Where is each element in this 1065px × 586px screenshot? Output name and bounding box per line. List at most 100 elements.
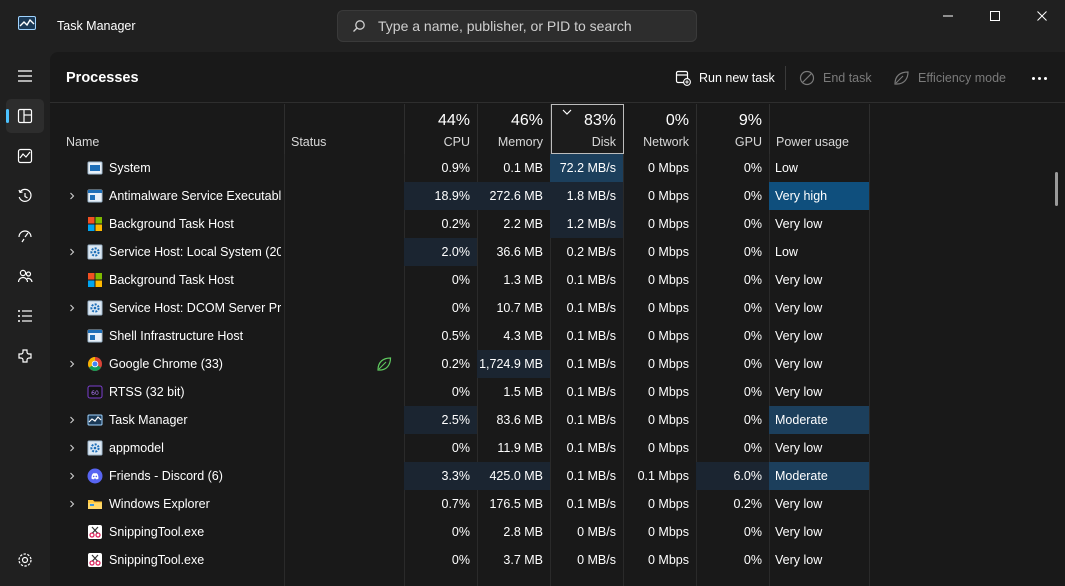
minimize-button[interactable] [925, 0, 971, 32]
expand-chevron-icon[interactable] [68, 500, 76, 508]
process-power-usage: Moderate [769, 406, 869, 434]
process-power-usage: Very low [775, 357, 823, 371]
process-disk: 0.1 MB/s [566, 357, 616, 371]
expand-chevron-icon[interactable] [68, 248, 76, 256]
close-button[interactable] [1019, 0, 1065, 32]
process-status-cell [284, 406, 404, 434]
process-row[interactable]: Windows Explorer 0.7% 176.5 MB 0.1 MB/s 0 Mb… [50, 490, 1065, 518]
process-power-usage: Very low [775, 497, 823, 511]
process-network: 0 Mbps [648, 553, 689, 567]
process-memory: 176.5 MB [489, 497, 543, 511]
process-power-usage: Very low [775, 385, 823, 399]
process-status-cell [284, 210, 404, 238]
run-new-task-label: Run new task [699, 71, 775, 85]
nav-app-history[interactable] [6, 179, 44, 213]
process-row[interactable]: Background Task Host 0% 1.3 MB 0.1 MB/s 0 Mb… [50, 266, 1065, 294]
process-cpu: 18.9% [404, 182, 477, 210]
header-divider [50, 102, 1065, 103]
end-task-button[interactable]: End task [799, 66, 872, 90]
process-name: Service Host: Local System (20) [109, 245, 281, 259]
process-name: System [109, 161, 151, 175]
process-gpu: 0% [743, 329, 762, 343]
column-header-network[interactable]: 0% Network [624, 104, 697, 154]
nav-details[interactable] [6, 299, 44, 333]
cpu-total-percent: 44% [437, 112, 470, 129]
column-cpu-label: CPU [443, 135, 470, 149]
process-row[interactable]: Shell Infrastructure Host 0.5% 4.3 MB 0.1 M… [50, 322, 1065, 350]
scrollbar-thumb[interactable] [1055, 172, 1058, 206]
process-cpu: 0% [451, 273, 470, 287]
process-status-cell [284, 546, 404, 574]
process-power-usage: Very low [775, 301, 823, 315]
process-network: 0.1 Mbps [637, 469, 689, 483]
process-gpu: 0% [743, 525, 762, 539]
process-row[interactable]: Background Task Host 0.2% 2.2 MB 1.2 MB/s 0 … [50, 210, 1065, 238]
column-header-status[interactable]: Status [285, 104, 405, 154]
process-row[interactable]: Task Manager 2.5% 83.6 MB 0.1 MB/s 0 Mbps 0% M… [50, 406, 1065, 434]
process-row[interactable]: SnippingTool.exe 0% 3.7 MB 0 MB/s 0 Mbps 0% Ve… [50, 546, 1065, 574]
column-header-disk[interactable]: 83% Disk [551, 104, 624, 154]
column-divider [769, 154, 770, 586]
efficiency-mode-button[interactable]: Efficiency mode [893, 66, 1006, 90]
efficiency-mode-label: Efficiency mode [918, 71, 1007, 85]
column-header-gpu[interactable]: 9% GPU [697, 104, 770, 154]
process-name-cell: Antimalware Service Executable [50, 182, 284, 210]
process-disk: 0.1 MB/s [566, 329, 616, 343]
process-row[interactable]: Service Host: Local System (20) 2.0% 36.6 … [50, 238, 1065, 266]
process-row[interactable]: Google Chrome (33) 0.2% 1,724.9 MB 0.1 MB/s… [50, 350, 1065, 378]
windows-logo-icon [88, 217, 102, 231]
processes-icon [17, 108, 33, 124]
run-task-icon [675, 70, 691, 86]
expand-chevron-icon[interactable] [68, 360, 76, 368]
process-name: Task Manager [109, 413, 188, 427]
nav-services[interactable] [6, 339, 44, 373]
column-header-cpu[interactable]: 44% CPU [405, 104, 478, 154]
column-header-name[interactable]: Name [50, 104, 285, 154]
process-power-usage: Very low [775, 217, 823, 231]
process-cpu: 0% [451, 525, 470, 539]
process-row[interactable]: Service Host: DCOM Server Pr... 0% 10.7 MB… [50, 294, 1065, 322]
process-row[interactable]: Friends - Discord (6) 3.3% 425.0 MB 0.1 MB/… [50, 462, 1065, 490]
more-dot [1043, 76, 1047, 80]
process-memory: 4.3 MB [503, 329, 543, 343]
column-header-power[interactable]: Power usage [770, 104, 870, 154]
maximize-button[interactable] [972, 0, 1018, 32]
nav-processes[interactable] [6, 99, 44, 133]
process-memory: 1.5 MB [503, 385, 543, 399]
processes-page: Processes Run new task End task Efficien… [50, 52, 1065, 586]
process-name: Friends - Discord (6) [109, 469, 223, 483]
expand-chevron-icon[interactable] [68, 304, 76, 312]
process-gpu: 0% [743, 189, 762, 203]
window-icon [87, 329, 103, 343]
process-row[interactable]: 60 RTSS (32 bit) 0% 1.5 MB 0.1 MB/s 0 Mbps 0% V… [50, 378, 1065, 406]
search-input[interactable] [378, 16, 688, 36]
column-header-memory[interactable]: 46% Memory [478, 104, 551, 154]
nav-performance[interactable] [6, 139, 44, 173]
expand-chevron-icon[interactable] [68, 472, 76, 480]
process-name-cell: appmodel [50, 434, 284, 462]
more-options-button[interactable] [1028, 68, 1050, 88]
process-name-cell: Google Chrome (33) [50, 350, 284, 378]
expand-chevron-icon[interactable] [68, 192, 76, 200]
nav-users[interactable] [6, 259, 44, 293]
process-row[interactable]: appmodel 0% 11.9 MB 0.1 MB/s 0 Mbps 0% Very lo… [50, 434, 1065, 462]
nav-settings[interactable] [6, 543, 44, 577]
process-row[interactable]: Antimalware Service Executable 18.9% 272.6… [50, 182, 1065, 210]
expand-chevron-icon[interactable] [68, 444, 76, 452]
nav-startup-apps[interactable] [6, 219, 44, 253]
process-row[interactable]: System 0.9% 0.1 MB 72.2 MB/s 0 Mbps 0% Low [50, 154, 1065, 182]
search-box[interactable] [337, 10, 697, 42]
snipping-icon [88, 553, 102, 567]
process-status-cell [284, 182, 404, 210]
system-icon [87, 161, 103, 175]
expand-chevron-icon[interactable] [68, 416, 76, 424]
process-power-usage: Low [775, 161, 798, 175]
process-network: 0 Mbps [648, 161, 689, 175]
history-icon [18, 188, 32, 202]
process-cpu: 0% [451, 385, 470, 399]
nav-menu-button[interactable] [6, 59, 44, 93]
process-memory: 3.7 MB [503, 553, 543, 567]
run-new-task-button[interactable]: Run new task [675, 66, 775, 90]
process-row[interactable]: SnippingTool.exe 0% 2.8 MB 0 MB/s 0 Mbps 0% Ve… [50, 518, 1065, 546]
process-status-cell [284, 266, 404, 294]
